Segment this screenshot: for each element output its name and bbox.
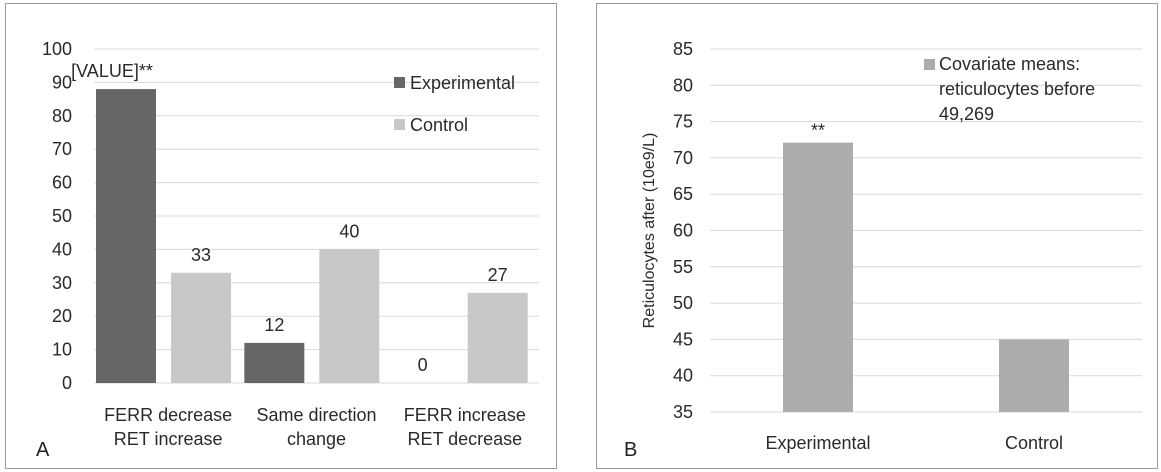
y-tick-label: 80 xyxy=(673,75,693,95)
legend-swatch xyxy=(394,119,405,130)
category-label: FERR decrease xyxy=(104,405,232,425)
bar-control xyxy=(467,292,528,383)
y-tick-label: 65 xyxy=(673,184,693,204)
category-label: Experimental xyxy=(765,433,870,453)
y-tick-label: 10 xyxy=(52,340,72,360)
category-label: RET increase xyxy=(114,429,223,449)
legend-swatch xyxy=(394,77,405,88)
bar-control xyxy=(171,272,231,383)
y-tick-label: 70 xyxy=(673,148,693,168)
y-tick-label: 0 xyxy=(62,373,72,393)
legend-label: reticulocytes before xyxy=(939,79,1095,99)
legend-swatch xyxy=(924,59,935,70)
y-tick-label: 50 xyxy=(673,293,693,313)
panel-label: B xyxy=(624,439,637,461)
bar-experimental xyxy=(244,342,305,383)
legend-label: 49,269 xyxy=(939,104,994,124)
bar-experimental xyxy=(783,142,853,413)
data-label: 33 xyxy=(191,245,211,265)
legend-label: Control xyxy=(410,115,468,135)
chart-a-svg: 0 10 20 30 40 50 60 70 80 90 100[VALUE]** 33 FERR de… xyxy=(36,39,539,461)
y-tick-label: 45 xyxy=(673,329,693,349)
y-tick-label: 60 xyxy=(52,173,72,193)
category-label: Same direction xyxy=(256,405,376,425)
data-label: 12 xyxy=(264,315,284,335)
y-tick-label: 70 xyxy=(52,139,72,159)
chart-panel-b: 35 40 45 50 55 60 65 70 75 80 85 ** Experimental Cont… xyxy=(596,3,1158,469)
y-axis-title: Reticulocytes after (10e9/L) xyxy=(641,133,658,329)
data-label: 27 xyxy=(488,265,508,285)
chart-b-svg: 35 40 45 50 55 60 65 70 75 80 85 ** Experimental Cont… xyxy=(624,39,1142,461)
y-tick-label: 55 xyxy=(673,257,693,277)
y-tick-label: 30 xyxy=(52,273,72,293)
y-tick-label: 35 xyxy=(673,402,693,422)
significance-label: ** xyxy=(811,121,825,141)
bar-control xyxy=(319,249,380,383)
category-label: FERR increase xyxy=(404,405,526,425)
y-tick-label: 40 xyxy=(673,366,693,386)
legend-label: Covariate means: xyxy=(939,54,1080,74)
y-tick-label: 75 xyxy=(673,112,693,132)
y-tick-label: 20 xyxy=(52,306,72,326)
y-tick-label: 85 xyxy=(673,39,693,59)
category-label: change xyxy=(287,429,346,449)
data-label: 40 xyxy=(339,221,359,241)
panel-label: A xyxy=(36,439,50,461)
category-label: RET decrease xyxy=(407,429,522,449)
chart-panel-a: 0 10 20 30 40 50 60 70 80 90 100 [VALUE]** 33 FERR de… xyxy=(5,3,557,469)
y-tick-label: 80 xyxy=(52,106,72,126)
data-label: [VALUE]** xyxy=(71,61,153,81)
y-tick-label: 100 xyxy=(42,39,72,59)
bar-control xyxy=(999,339,1069,412)
y-tick-label: 40 xyxy=(52,239,72,259)
data-label: 0 xyxy=(418,355,428,375)
category-label: Control xyxy=(1005,433,1063,453)
bar-experimental xyxy=(96,89,156,383)
y-tick-label: 60 xyxy=(673,221,693,241)
y-tick-label: 50 xyxy=(52,206,72,226)
legend-label: Experimental xyxy=(410,73,515,93)
y-tick-label: 90 xyxy=(52,72,72,92)
